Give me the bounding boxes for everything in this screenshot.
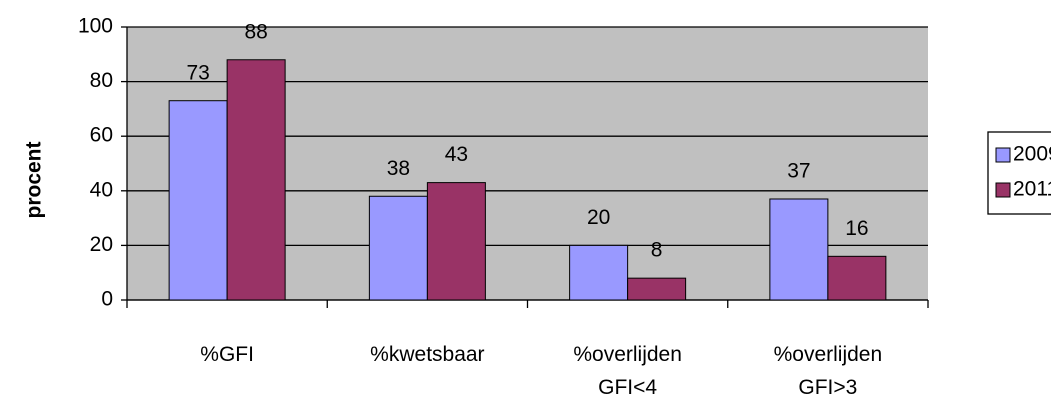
- y-axis-label: procent: [23, 141, 46, 218]
- data-label: 16: [845, 217, 868, 240]
- legend-label: 2011: [1013, 178, 1051, 201]
- data-label: 73: [186, 61, 209, 84]
- y-tick-label: 40: [90, 178, 113, 201]
- y-tick-label: 100: [78, 15, 113, 38]
- legend-swatch: [995, 182, 1011, 198]
- data-label: 43: [445, 143, 468, 166]
- data-label: 8: [651, 239, 663, 262]
- bar: [627, 277, 687, 301]
- bar: [569, 244, 629, 301]
- x-tick-label: %overlijden GFI>3: [774, 343, 883, 399]
- x-tick-label: %GFI: [200, 343, 254, 366]
- y-tick-label: 60: [90, 124, 113, 147]
- legend-box: [987, 131, 1051, 215]
- bar: [226, 59, 286, 301]
- bar: [368, 195, 428, 301]
- data-label: 38: [387, 157, 410, 180]
- data-label: 20: [587, 206, 610, 229]
- bar: [827, 255, 887, 301]
- bar: [769, 198, 829, 301]
- x-tick-label: %overlijden GFI<4: [573, 343, 682, 399]
- y-tick-label: 80: [90, 69, 113, 92]
- y-tick-label: 20: [90, 233, 113, 256]
- legend-swatch: [995, 147, 1011, 163]
- y-tick-label: 0: [101, 288, 113, 311]
- x-tick-label: %kwetsbaar: [370, 343, 484, 366]
- data-label: 88: [244, 20, 267, 43]
- bar: [168, 100, 228, 301]
- bar: [426, 182, 486, 301]
- legend-label: 2009: [1013, 143, 1051, 166]
- data-label: 37: [787, 160, 810, 183]
